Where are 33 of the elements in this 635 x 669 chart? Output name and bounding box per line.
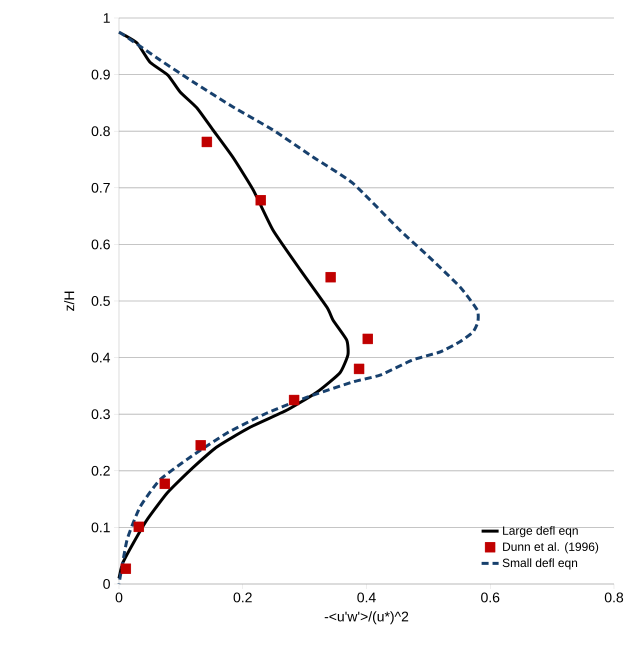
- x-tick-label: 0.4: [357, 592, 376, 602]
- point: [362, 334, 373, 344]
- legend-label: Dunn et al. (1996): [503, 542, 598, 554]
- x-axis-title: -<u'w'>/(u*)^2: [324, 611, 408, 624]
- y-tick-label: 0.6: [92, 239, 110, 250]
- y-tick-label: 0.3: [92, 409, 110, 420]
- y-tick-label: 0: [103, 579, 110, 589]
- x-tick-label: 0.8: [604, 592, 624, 602]
- x-tick-label: 0.6: [481, 592, 500, 602]
- point: [202, 136, 212, 148]
- line-series: [118, 30, 350, 580]
- y-tick-label: 0.4: [92, 352, 110, 363]
- y-tick-label: 0.5: [92, 296, 110, 306]
- y-tick-label: 1: [104, 13, 110, 23]
- point: [195, 440, 206, 451]
- y-tick-label: 0.1: [92, 522, 110, 532]
- y-tick-label: 0.9: [92, 70, 110, 80]
- legend-label: Small defl eqn: [502, 558, 578, 570]
- point: [354, 364, 364, 374]
- point: [255, 195, 266, 206]
- point: [325, 272, 336, 282]
- x-tick-label: 0: [116, 592, 122, 602]
- x-tick-label: 0.2: [234, 592, 252, 602]
- point: [134, 522, 144, 532]
- y-tick-label: 0.2: [92, 466, 110, 476]
- y-tick-label: 0.7: [92, 182, 110, 193]
- point: [288, 394, 300, 406]
- y-axis-title: z/H: [64, 292, 74, 311]
- legend-label: Large defl eqn: [503, 526, 578, 538]
- point: [120, 564, 132, 574]
- y-tick-label: 0.8: [92, 126, 110, 136]
- point: [160, 478, 170, 490]
- line-series: [118, 30, 480, 586]
